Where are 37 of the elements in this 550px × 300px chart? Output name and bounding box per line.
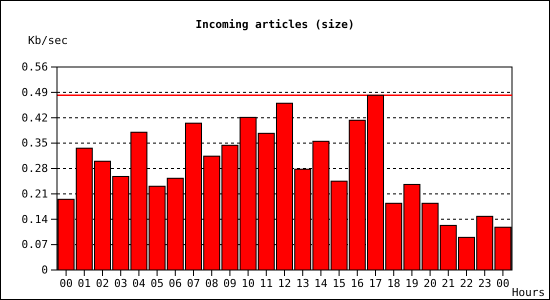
y-tick-label: 0.14	[22, 212, 48, 226]
x-tick-label: 07	[186, 276, 200, 290]
x-tick-label: 06	[168, 276, 182, 290]
x-tick-label: 14	[314, 276, 328, 290]
x-tick-label: 13	[296, 276, 310, 290]
x-tick-label: 12	[278, 276, 292, 290]
y-axis-title: Kb/sec	[28, 34, 68, 47]
x-tick-label: 08	[205, 276, 218, 290]
chart-title: Incoming articles (size)	[196, 18, 354, 31]
y-tick-label: 0.21	[22, 187, 48, 200]
x-tick-label: 05	[150, 276, 164, 290]
x-tick-label: 22	[460, 276, 474, 290]
x-tick-label: 16	[350, 276, 364, 290]
y-tick-label: 0.35	[22, 136, 48, 150]
x-tick-label: 04	[132, 276, 146, 290]
x-tick-label: 09	[223, 276, 237, 290]
y-tick-label: 0.07	[22, 238, 48, 252]
x-tick-label: 00	[59, 276, 73, 290]
y-tick-label: 0.28	[22, 162, 48, 176]
x-tick-label: 15	[332, 276, 346, 290]
y-tick-label: 0.56	[22, 60, 48, 74]
x-tick-label: 18	[387, 276, 400, 290]
x-tick-label: 10	[241, 276, 255, 290]
x-tick-label: 23	[478, 276, 492, 290]
y-tick-label: 0	[41, 264, 48, 277]
x-tick-label: 11	[260, 276, 273, 290]
y-tick-label: 0.42	[22, 111, 48, 124]
x-tick-label: 17	[368, 276, 382, 290]
x-tick-label: 21	[442, 276, 455, 290]
x-tick-label: 19	[405, 276, 419, 290]
x-axis-title: Hours	[512, 286, 545, 299]
x-tick-label: 01	[78, 276, 91, 290]
y-tick-label: 0.49	[22, 86, 48, 99]
x-tick-label: 02	[96, 276, 110, 290]
x-tick-label: 20	[423, 276, 437, 290]
x-tick-label: 00	[496, 276, 510, 290]
x-tick-label: 03	[114, 276, 128, 290]
